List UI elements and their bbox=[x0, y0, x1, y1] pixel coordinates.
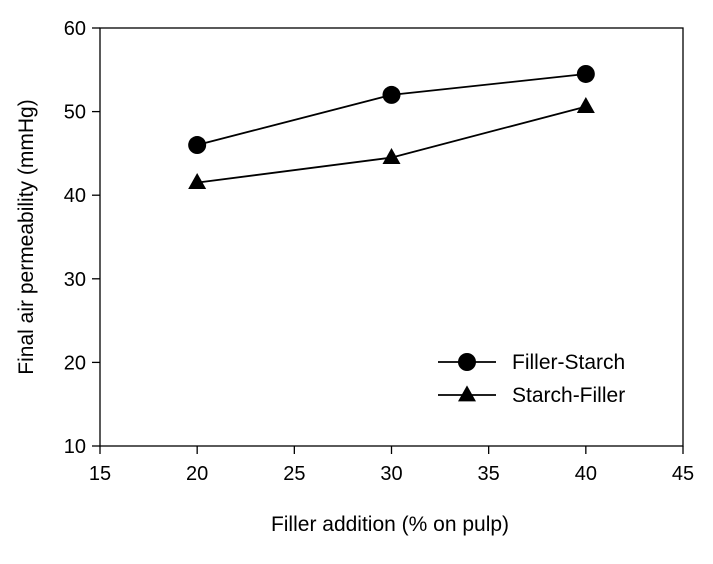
data-point-filler-starch bbox=[188, 136, 207, 155]
legend-label-starch-filler: Starch-Filler bbox=[512, 384, 625, 407]
x-tick-label: 35 bbox=[478, 463, 500, 485]
data-point-filler-starch bbox=[576, 64, 595, 83]
data-point-starch-filler bbox=[576, 96, 595, 113]
data-point-starch-filler bbox=[382, 147, 401, 164]
y-tick-label: 40 bbox=[64, 185, 86, 207]
series-line-starch-filler bbox=[197, 105, 587, 184]
data-point-filler-starch bbox=[382, 85, 401, 104]
x-tick-label: 20 bbox=[186, 463, 208, 485]
legend-marker-filler-starch bbox=[458, 353, 476, 371]
x-axis-title: Filler addition (% on pulp) bbox=[271, 513, 509, 536]
legend-label-filler-starch: Filler-Starch bbox=[512, 351, 625, 374]
series-line-filler-starch bbox=[196, 73, 586, 146]
x-tick-label: 45 bbox=[672, 463, 694, 485]
y-tick-label: 10 bbox=[64, 436, 86, 458]
x-tick-label: 30 bbox=[380, 463, 402, 485]
x-tick-label: 40 bbox=[575, 463, 597, 485]
x-tick-label: 15 bbox=[89, 463, 111, 485]
y-tick-label: 60 bbox=[64, 18, 86, 40]
x-tick-label: 25 bbox=[283, 463, 305, 485]
y-axis-title: Final air permeability (mmHg) bbox=[15, 99, 38, 374]
y-tick-label: 20 bbox=[64, 352, 86, 374]
y-tick-label: 30 bbox=[64, 269, 86, 291]
data-point-starch-filler bbox=[188, 173, 207, 190]
legend-marker-starch-filler bbox=[458, 385, 476, 402]
y-tick-label: 50 bbox=[64, 102, 86, 124]
